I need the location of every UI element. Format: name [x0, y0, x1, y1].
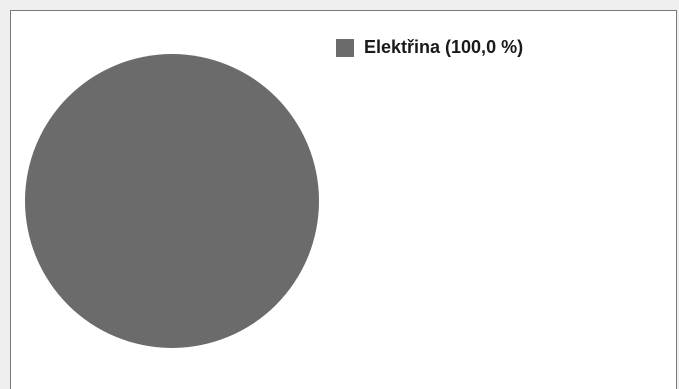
legend-label-elektrina: Elektřina (100,0 %): [364, 37, 524, 57]
pie-slices: [25, 54, 319, 348]
pie-slice-elektrina: [25, 54, 319, 348]
legend: Elektřina (100,0 %): [336, 37, 523, 58]
legend-swatch-elektrina: [336, 38, 354, 57]
